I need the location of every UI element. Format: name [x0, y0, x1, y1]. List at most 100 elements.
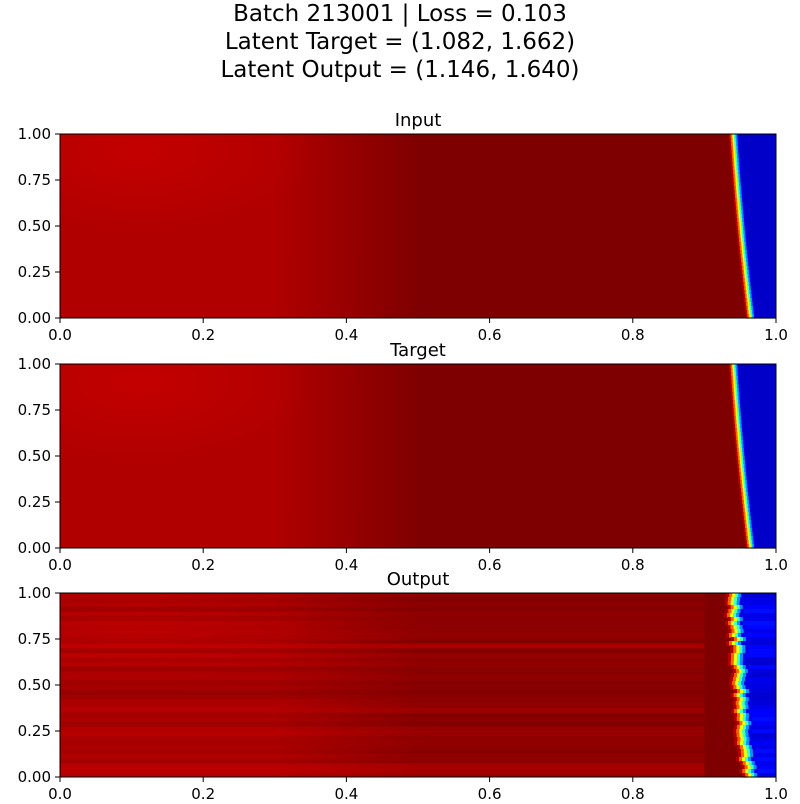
heatmap-front-cell	[748, 508, 751, 513]
heatmap-front-cell	[737, 202, 740, 207]
heatmap-front-cell	[741, 633, 745, 638]
heatmap-front-cell	[745, 286, 749, 291]
heatmap-front-cell	[739, 452, 742, 457]
heatmap-front-cell	[734, 653, 738, 658]
x-tick-label: 0.2	[191, 556, 215, 574]
y-tick-label: 0.75	[18, 401, 51, 419]
heatmap-wall-cell	[755, 540, 776, 545]
heatmap-wall-cell	[742, 601, 776, 606]
heatmap-front-cell	[736, 206, 739, 211]
heatmap-front-cell	[739, 436, 742, 441]
heatmap-wall-cell	[754, 721, 776, 726]
heatmap-front-cell	[742, 757, 746, 762]
heatmap-front-cell	[746, 673, 750, 678]
heatmap-front-cell	[739, 677, 743, 682]
heatmap-front-cell	[731, 376, 734, 381]
heatmap-noise-row	[60, 634, 705, 640]
heatmap-front-cell	[751, 721, 755, 726]
heatmap-noise-row	[60, 694, 705, 700]
heatmap-front-cell	[741, 472, 744, 477]
heatmap-front-cell	[731, 597, 735, 602]
heatmap-front-cell	[732, 593, 736, 598]
heatmap-wall-cell	[745, 444, 776, 449]
heatmap-front-cell	[743, 234, 746, 239]
heatmap-front-cell	[739, 460, 743, 465]
heatmap-front-cell	[742, 464, 745, 469]
heatmap-front-cell	[738, 210, 741, 215]
heatmap-front-cell	[745, 769, 749, 774]
heatmap-front-cell	[746, 689, 750, 694]
heatmap-noise-row	[60, 758, 705, 764]
heatmap-front-cell	[733, 729, 737, 734]
heatmap-front-cell	[737, 226, 741, 231]
heatmap-front-cell	[743, 709, 747, 714]
heatmap-wall-cell	[746, 456, 776, 461]
heatmap-front-cell	[741, 593, 745, 598]
heatmap-front-cell	[730, 388, 733, 393]
heatmap-front-cell	[740, 266, 743, 271]
heatmap-front-cell	[737, 186, 741, 191]
y-tick-label: 0.75	[18, 171, 51, 189]
heatmap-front-cell	[732, 412, 735, 417]
heatmap-front-cell	[749, 737, 754, 742]
heatmap-front-cell	[742, 500, 745, 505]
heatmap-front-cell	[743, 629, 748, 634]
heatmap-front-cell	[750, 524, 753, 529]
heatmap-front-cell	[744, 468, 747, 473]
heatmap-front-cell	[741, 266, 745, 271]
heatmap-front-cell	[747, 270, 750, 275]
heatmap-wall-cell	[740, 384, 776, 389]
heatmap-noise-row	[60, 657, 705, 663]
heatmap-front-cell	[736, 645, 740, 650]
heatmap-wall-cell	[748, 665, 776, 670]
heatmap-front-cell	[743, 294, 746, 299]
heatmap-front-cell	[749, 504, 752, 509]
heatmap-front-cell	[742, 733, 747, 738]
heatmap-front-cell	[733, 174, 736, 179]
heatmap-front-cell	[730, 693, 735, 698]
heatmap-front-cell	[744, 460, 748, 465]
heatmap-wall-cell	[747, 234, 776, 239]
heatmap-front-cell	[743, 528, 747, 533]
heatmap-front-cell	[739, 258, 742, 263]
heatmap-front-cell	[737, 749, 742, 754]
heatmap-front-cell	[749, 516, 752, 521]
heatmap-front-cell	[737, 629, 742, 634]
heatmap-front-cell	[732, 158, 735, 163]
heatmap-front-cell	[744, 508, 748, 513]
x-tick-label: 0.0	[48, 326, 72, 344]
heatmap-front-cell	[745, 665, 750, 670]
heatmap-front-cell	[746, 476, 749, 481]
heatmap-front-cell	[737, 428, 740, 433]
heatmap-front-cell	[741, 210, 744, 215]
heatmap-front-cell	[737, 234, 740, 239]
heatmap-front-cell	[742, 645, 746, 650]
heatmap-front-cell	[738, 480, 741, 485]
heatmap-front-cell	[748, 769, 752, 774]
heatmap-front-cell	[740, 737, 745, 742]
heatmap-front-cell	[733, 733, 738, 738]
heatmap-front-cell	[736, 230, 739, 235]
heatmap-front-cell	[734, 138, 737, 143]
heatmap-front-cell	[741, 508, 744, 513]
heatmap-wall-cell	[745, 218, 776, 223]
heatmap-front-cell	[738, 464, 741, 469]
heatmap-front-cell	[745, 250, 748, 255]
heatmap-wall-cell	[744, 206, 776, 211]
heatmap-front-cell	[740, 404, 743, 409]
heatmap-front-cell	[737, 452, 740, 457]
heatmap-front-cell	[741, 492, 744, 497]
heatmap-front-cell	[753, 306, 756, 311]
heatmap-wall-cell	[743, 641, 776, 646]
heatmap-front-cell	[744, 536, 748, 541]
heatmap-front-cell	[735, 444, 738, 449]
y-tick-label: 0.50	[18, 217, 51, 235]
heatmap-front-cell	[744, 765, 749, 770]
heatmap-front-cell	[752, 528, 755, 533]
heatmap-front-cell	[729, 372, 732, 377]
heatmap-front-cell	[745, 270, 748, 275]
heatmap-wall-cell	[747, 464, 776, 469]
heatmap-front-cell	[730, 384, 733, 389]
heatmap-front-cell	[730, 138, 734, 143]
heatmap-front-cell	[751, 520, 754, 525]
